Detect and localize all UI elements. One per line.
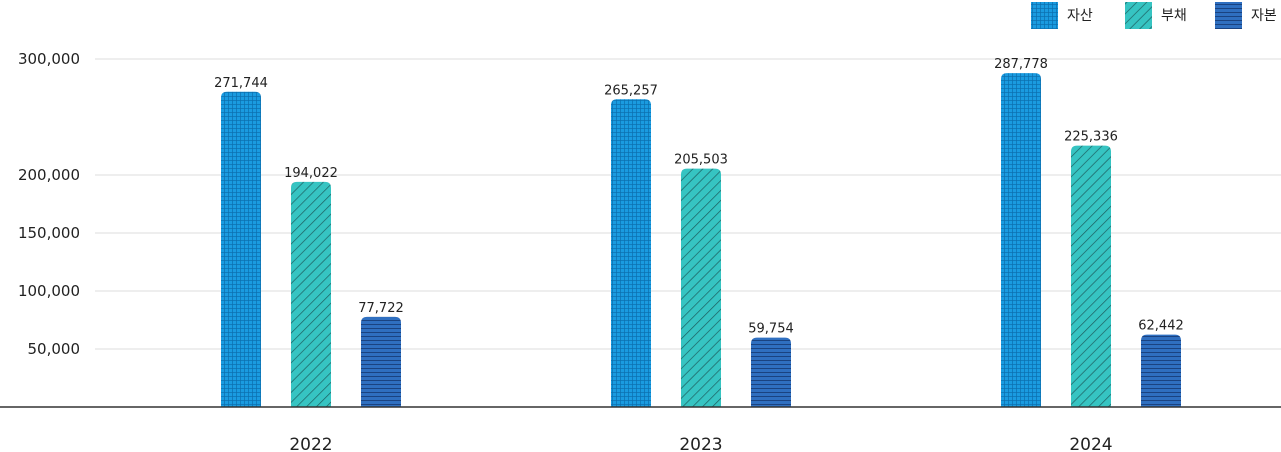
- data-label: 77,722: [358, 301, 404, 316]
- legend-item: 부채: [1125, 2, 1187, 29]
- x-category-label: 2024: [1069, 435, 1112, 452]
- legend-swatch: [1031, 2, 1058, 29]
- legend-label: 자본: [1251, 8, 1277, 24]
- data-label: 194,022: [284, 166, 338, 181]
- y-tick-label: 200,000: [18, 166, 80, 184]
- bar-자본-2022: [361, 316, 401, 407]
- legend-item: 자산: [1031, 2, 1093, 29]
- legend-label: 부채: [1161, 8, 1187, 24]
- data-label: 271,744: [214, 76, 268, 91]
- bar-부채-2023: [681, 168, 721, 407]
- x-category-label: 2022: [289, 435, 332, 452]
- y-axis-ticks: 50,000 100,000 150,000 200,000 300,000: [18, 50, 80, 358]
- bar-부채-2022: [291, 181, 331, 407]
- y-tick-label: 300,000: [18, 50, 80, 68]
- legend-item: 자본: [1215, 2, 1277, 29]
- bar-자산-2022: [221, 91, 261, 407]
- data-label: 265,257: [604, 83, 658, 98]
- bars: [221, 73, 1181, 408]
- bar-부채-2024: [1071, 145, 1111, 408]
- data-label: 225,336: [1064, 130, 1118, 145]
- data-label: 287,778: [994, 57, 1048, 72]
- x-category-label: 2023: [679, 435, 722, 452]
- y-tick-label: 100,000: [18, 282, 80, 300]
- bar-자본-2024: [1141, 334, 1181, 407]
- bar-자산-2023: [611, 99, 651, 407]
- data-label: 59,754: [748, 322, 794, 337]
- data-label: 205,503: [674, 153, 728, 168]
- data-labels: 271,744 194,022 77,722 265,257 205,503 59,754…: [214, 57, 1184, 337]
- legend-swatch: [1215, 2, 1242, 29]
- y-tick-label: 50,000: [28, 340, 81, 358]
- y-tick-label: 150,000: [18, 224, 80, 242]
- x-axis-categories: 2022 2023 2024: [289, 435, 1112, 452]
- legend-swatch: [1125, 2, 1152, 29]
- bar-자본-2023: [751, 337, 791, 407]
- data-label: 62,442: [1138, 319, 1184, 334]
- legend-label: 자산: [1067, 8, 1093, 24]
- legend: 자산 부채 자본: [1031, 2, 1277, 29]
- bar-자산-2024: [1001, 73, 1041, 407]
